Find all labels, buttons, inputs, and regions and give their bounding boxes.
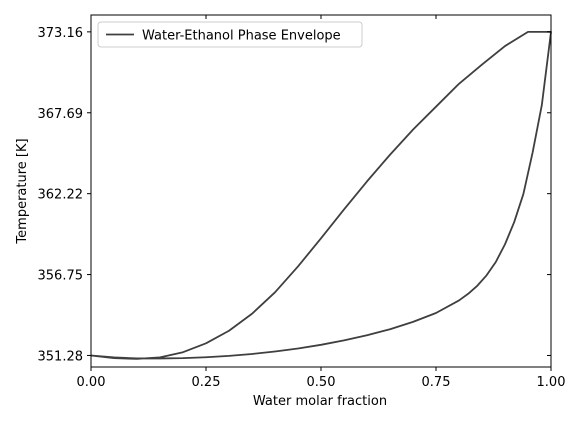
series-line-0 (90, 30, 552, 360)
y-tick-label: 362.22 (38, 188, 84, 203)
plot-area (90, 30, 552, 360)
axes: 0.00 0.25 0.50 0.75 1.00 351.28 356.75 362.22 36… (38, 14, 566, 390)
x-tick-label: 0.00 (77, 375, 106, 390)
x-tick-label: 0.25 (192, 375, 221, 390)
y-tick-label: 356.75 (38, 269, 84, 284)
legend-label: Water-Ethanol Phase Envelope (142, 29, 341, 44)
x-axis-title: Water molar fraction (253, 394, 387, 409)
y-tick-label: 373.16 (38, 26, 84, 41)
legend: Water-Ethanol Phase Envelope (97, 21, 363, 48)
y-axis-title: Temperature [K] (15, 138, 30, 244)
y-tick-label: 351.28 (38, 349, 84, 364)
legend-box (97, 21, 363, 48)
x-tick-label: 0.50 (307, 375, 336, 390)
x-tick-label: 0.75 (422, 375, 451, 390)
x-tick-label: 1.00 (537, 375, 566, 390)
y-tick-label: 367.69 (38, 107, 84, 122)
